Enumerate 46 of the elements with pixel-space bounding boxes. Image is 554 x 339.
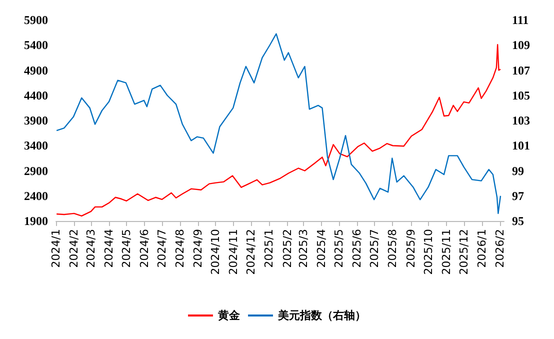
x-tick-label: 2025/11 xyxy=(440,229,453,275)
y2-tick-label: 107 xyxy=(512,63,530,78)
x-tick-label: 2025/6 xyxy=(350,229,364,268)
x-tick-label: 2025/5 xyxy=(332,229,346,268)
y-tick-label: 2900 xyxy=(24,164,48,178)
x-tick-label: 2025/12 xyxy=(457,229,470,275)
x-tick-label: 2024/4 xyxy=(102,229,116,268)
y-tick-label: 1900 xyxy=(24,214,48,228)
x-tick-label: 2024/8 xyxy=(174,229,187,268)
y-tick-label: 5900 xyxy=(24,13,48,27)
y-tick-label: 2400 xyxy=(24,188,48,203)
x-tick-label: 2025/4 xyxy=(315,229,328,268)
y-tick-label: 3400 xyxy=(24,138,48,153)
x-tick-label: 2024/11 xyxy=(227,229,240,275)
y2-tick-label: 101 xyxy=(512,138,530,153)
x-tick-label: 2024/12 xyxy=(244,229,258,275)
y-tick-label: 3900 xyxy=(24,114,48,128)
x-tick-label: 2025/1 xyxy=(262,229,276,268)
x-tick-label: 2026/1 xyxy=(475,229,488,268)
y2-tick-label: 97 xyxy=(512,188,524,203)
x-tick-label: 2025/9 xyxy=(404,229,418,268)
x-tick-label: 2024/3 xyxy=(84,229,98,268)
y2-tick-label: 109 xyxy=(512,38,530,52)
y2-tick-label: 103 xyxy=(512,114,530,128)
x-tick-label: 2025/2 xyxy=(280,229,294,268)
y-tick-label: 4400 xyxy=(24,88,48,102)
x-tick-label: 2024/10 xyxy=(209,229,222,275)
x-tick-label: 2024/7 xyxy=(156,229,169,268)
x-tick-label: 2025/3 xyxy=(297,229,310,268)
x-tick-label: 2024/9 xyxy=(192,229,205,268)
x-tick-label: 2024/2 xyxy=(68,229,81,268)
x-tick-label: 2026/2 xyxy=(493,229,506,268)
x-tick-label: 2024/1 xyxy=(50,229,62,268)
y2-tick-label: 111 xyxy=(512,13,529,27)
legend-label: 美元指数（右轴） xyxy=(277,309,366,322)
x-tick-label: 2024/5 xyxy=(120,229,133,268)
y2-tick-label: 105 xyxy=(512,88,530,102)
y2-tick-label: 99 xyxy=(512,164,524,178)
x-tick-label: 2025/10 xyxy=(422,229,435,275)
y-tick-label: 4900 xyxy=(24,63,48,78)
y-tick-label: 5400 xyxy=(24,38,48,52)
y2-tick-label: 95 xyxy=(512,214,524,228)
x-tick-label: 2025/7 xyxy=(368,229,382,268)
legend-label: 黄金 xyxy=(217,309,241,322)
x-tick-label: 2024/6 xyxy=(138,229,152,268)
x-tick-label: 2025/8 xyxy=(386,229,400,268)
